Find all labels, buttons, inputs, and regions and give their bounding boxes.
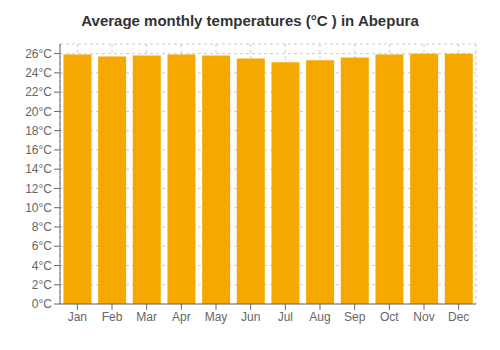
svg-text:18°C: 18°C xyxy=(25,124,52,138)
svg-text:24°C: 24°C xyxy=(25,66,52,80)
svg-text:Feb: Feb xyxy=(102,310,123,324)
svg-text:10°C: 10°C xyxy=(25,201,52,215)
svg-text:26°C: 26°C xyxy=(25,47,52,61)
svg-text:Nov: Nov xyxy=(413,310,434,324)
svg-text:8°C: 8°C xyxy=(32,220,52,234)
svg-text:0°C: 0°C xyxy=(32,297,52,311)
svg-text:Apr: Apr xyxy=(172,310,191,324)
svg-text:12°C: 12°C xyxy=(25,182,52,196)
svg-text:Dec: Dec xyxy=(448,310,469,324)
svg-text:Jun: Jun xyxy=(241,310,260,324)
svg-text:20°C: 20°C xyxy=(25,105,52,119)
svg-text:4°C: 4°C xyxy=(32,259,52,273)
svg-text:May: May xyxy=(205,310,228,324)
html-text:Average monthly temperatures (: Average monthly temperatures (°C ) in Ab… xyxy=(81,12,419,29)
svg-text:6°C: 6°C xyxy=(32,239,52,253)
svg-text:16°C: 16°C xyxy=(25,143,52,157)
svg-text:2°C: 2°C xyxy=(32,278,52,292)
svg-text:Oct: Oct xyxy=(380,310,399,324)
svg-text:Jan: Jan xyxy=(68,310,87,324)
svg-text:14°C: 14°C xyxy=(25,162,52,176)
svg-text:22°C: 22°C xyxy=(25,85,52,99)
svg-text:Jul: Jul xyxy=(278,310,293,324)
svg-text:Mar: Mar xyxy=(136,310,157,324)
svg-text:Aug: Aug xyxy=(309,310,330,324)
svg-text:Sep: Sep xyxy=(344,310,366,324)
